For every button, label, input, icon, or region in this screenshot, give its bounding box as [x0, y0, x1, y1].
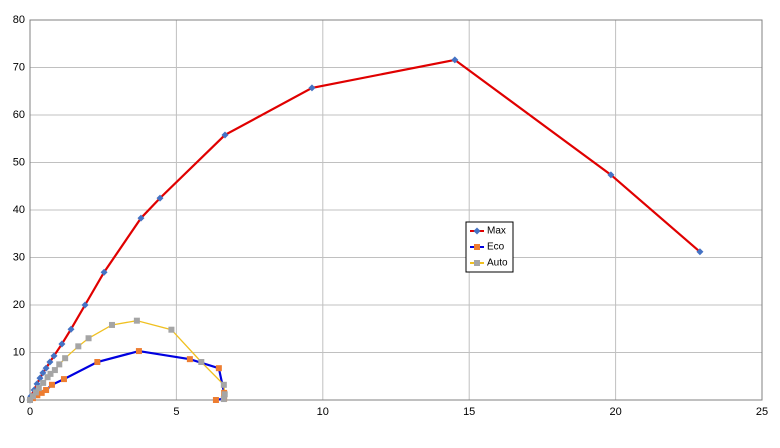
y-tick-label: 50	[13, 156, 25, 168]
marker	[220, 396, 227, 403]
marker	[60, 376, 67, 383]
marker	[607, 171, 615, 179]
marker	[46, 358, 54, 366]
y-tick-label: 60	[13, 109, 25, 121]
marker	[133, 317, 140, 324]
marker	[220, 381, 227, 388]
marker	[32, 389, 39, 396]
marker	[27, 397, 33, 403]
marker	[56, 361, 63, 368]
marker	[215, 365, 222, 372]
marker	[137, 214, 145, 222]
marker	[451, 56, 459, 64]
y-tick-label: 10	[13, 346, 25, 358]
marker	[198, 359, 205, 365]
marker	[42, 364, 50, 372]
marker	[100, 268, 108, 276]
legend-marker	[473, 227, 481, 235]
marker	[29, 393, 36, 400]
legend-label: Auto	[487, 258, 508, 269]
marker	[50, 352, 58, 360]
x-tick-label: 20	[609, 406, 621, 418]
marker	[308, 84, 316, 92]
legend: Max Eco Auto	[465, 221, 514, 273]
y-tick-label: 0	[19, 394, 25, 406]
marker	[696, 248, 704, 256]
marker	[43, 387, 50, 394]
marker	[38, 389, 45, 396]
y-tick-label: 70	[13, 61, 25, 73]
marker	[94, 359, 101, 365]
marker	[221, 391, 228, 398]
marker	[168, 326, 175, 333]
marker	[186, 356, 193, 363]
marker	[75, 343, 82, 350]
y-tick-label: 80	[13, 14, 25, 26]
marker	[58, 340, 66, 348]
legend-label: Eco	[487, 242, 505, 253]
marker	[35, 385, 42, 392]
marker	[51, 367, 58, 374]
x-tick-label: 15	[463, 406, 475, 418]
marker	[47, 370, 54, 377]
marker	[48, 381, 55, 388]
legend-marker	[474, 260, 480, 266]
x-tick-label: 25	[756, 406, 768, 418]
x-tick-label: 5	[173, 406, 179, 418]
marker	[62, 355, 69, 362]
marker	[156, 194, 164, 202]
marker	[135, 348, 142, 355]
marker	[81, 301, 89, 309]
marker	[108, 321, 115, 328]
legend-marker	[474, 244, 480, 250]
y-tick-label: 30	[13, 251, 25, 263]
plot-border	[29, 19, 763, 401]
marker	[40, 379, 47, 386]
marker	[85, 335, 92, 342]
marker	[212, 397, 219, 403]
legend-label: Max	[487, 226, 506, 237]
marker	[221, 131, 229, 139]
marker	[44, 374, 51, 381]
marker	[67, 325, 75, 333]
y-tick-label: 20	[13, 299, 25, 311]
y-tick-label: 40	[13, 204, 25, 216]
x-tick-label: 10	[317, 406, 329, 418]
x-tick-label: 0	[27, 406, 33, 418]
